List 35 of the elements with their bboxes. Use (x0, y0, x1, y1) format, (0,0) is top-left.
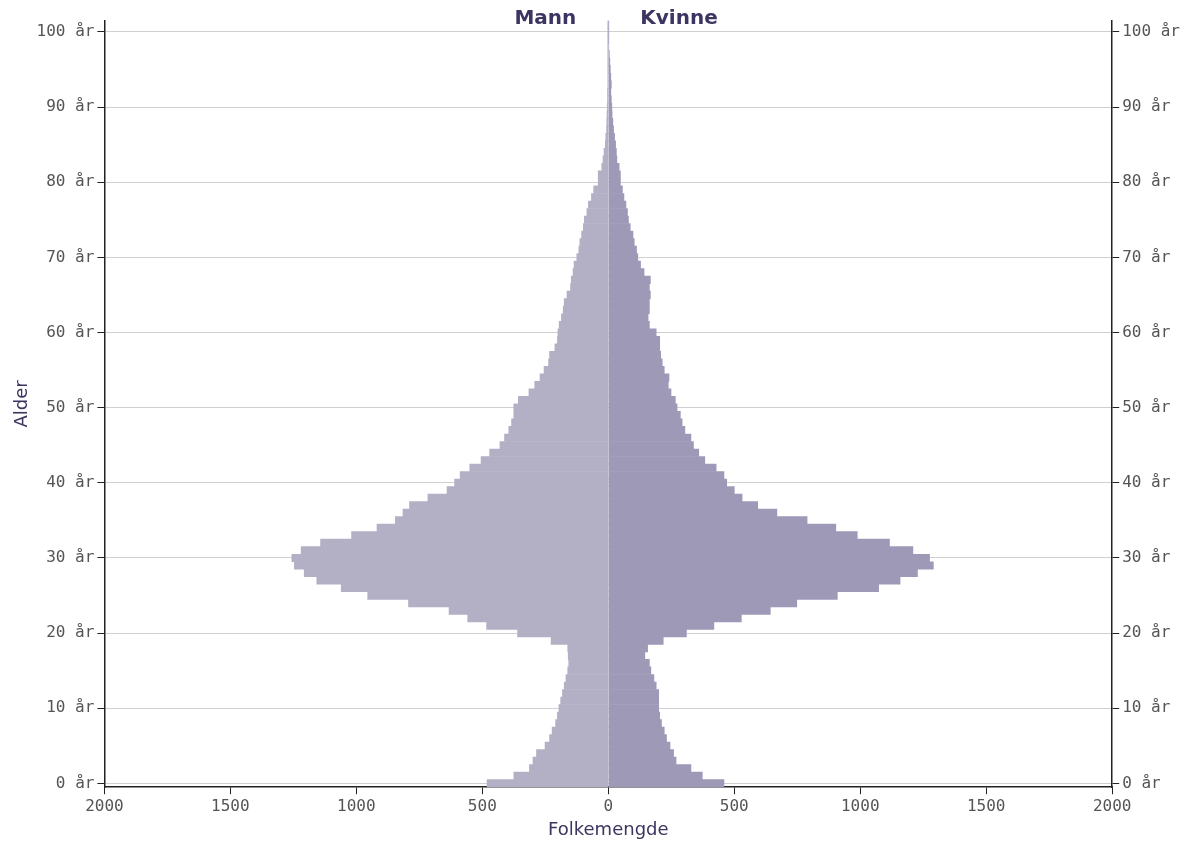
y2-tick-label: 40 år (46, 471, 95, 491)
x-axis-title: Folkemengde (548, 817, 669, 839)
y2-tick-label: 100 år (36, 21, 95, 41)
y-tick-label: 0 år (1122, 772, 1162, 792)
x-tick-label: 2000 (1092, 795, 1132, 815)
series-label: Kvinne (640, 4, 718, 29)
y2-tick-label: 30 år (46, 547, 95, 567)
y-tick-label: 90 år (1122, 96, 1171, 116)
y-tick-label: 80 år (1122, 171, 1171, 191)
x-tick-label: 0 (603, 795, 614, 815)
y-tick-label: 40 år (1122, 471, 1171, 491)
x-tick-label: 2000 (85, 795, 124, 815)
y-tick-label: 100 år (1122, 21, 1181, 41)
y-tick-label: 70 år (1122, 246, 1171, 266)
y2-tick-label: 50 år (46, 396, 95, 416)
x-tick-label: 500 (467, 795, 497, 815)
y2-tick-label: 10 år (46, 697, 95, 717)
y-axis-title: Alder (10, 379, 32, 428)
x-tick-label: 1000 (840, 795, 880, 815)
y-tick-label: 60 år (1122, 321, 1171, 341)
y2-tick-label: 70 år (46, 246, 95, 266)
x-tick-label: 500 (719, 795, 749, 815)
y-tick-label: 20 år (1122, 622, 1171, 642)
series-label: Mann (514, 4, 577, 29)
y-tick-label: 50 år (1122, 396, 1171, 416)
y2-tick-label: 0 år (55, 772, 95, 792)
y-tick-label: 10 år (1122, 697, 1171, 717)
x-tick-label: 1500 (211, 795, 250, 815)
y-tick-label: 30 år (1122, 547, 1171, 567)
y2-tick-label: 80 år (46, 171, 95, 191)
y2-tick-label: 20 år (46, 622, 95, 642)
x-tick-label: 1500 (966, 795, 1006, 815)
y2-tick-label: 90 år (46, 96, 95, 116)
x-tick-label: 1000 (337, 795, 376, 815)
y2-tick-label: 60 år (46, 321, 95, 341)
